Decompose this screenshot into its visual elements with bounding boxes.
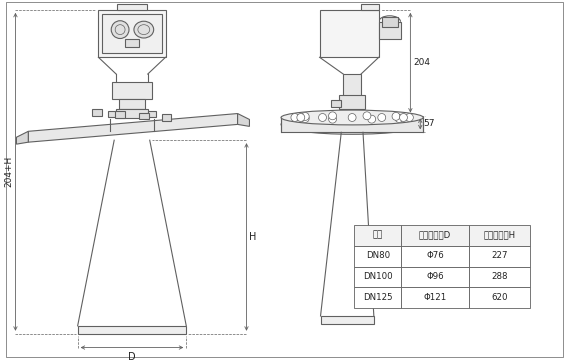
Circle shape <box>301 115 309 122</box>
Polygon shape <box>238 114 249 126</box>
Bar <box>402 225 469 246</box>
Circle shape <box>328 112 336 120</box>
Ellipse shape <box>281 115 423 134</box>
Bar <box>354 225 402 246</box>
Bar <box>343 74 361 99</box>
Text: 227: 227 <box>491 251 508 260</box>
Bar <box>117 4 147 10</box>
Bar <box>354 266 402 287</box>
Text: 204+H: 204+H <box>5 156 14 187</box>
Bar <box>119 99 145 108</box>
Text: 57: 57 <box>423 119 435 128</box>
Text: Φ76: Φ76 <box>426 251 444 260</box>
Bar <box>469 287 530 308</box>
Bar <box>102 14 162 53</box>
Circle shape <box>392 112 400 120</box>
Bar <box>320 10 379 57</box>
Bar <box>354 287 402 308</box>
Bar <box>148 111 156 116</box>
Bar <box>469 266 530 287</box>
Text: 620: 620 <box>491 293 508 302</box>
Text: 喇叭口高度H: 喇叭口高度H <box>483 230 516 240</box>
Circle shape <box>319 114 327 122</box>
Bar <box>469 225 530 246</box>
Bar <box>361 4 379 10</box>
Bar <box>331 100 341 107</box>
Bar <box>77 326 186 334</box>
Text: Φ96: Φ96 <box>426 272 444 281</box>
Circle shape <box>297 114 305 122</box>
Circle shape <box>348 114 356 122</box>
Circle shape <box>399 114 407 122</box>
Circle shape <box>363 112 371 120</box>
Bar <box>115 111 125 118</box>
Text: D: D <box>128 352 136 363</box>
Text: 204: 204 <box>413 58 430 67</box>
Bar <box>281 116 423 132</box>
Text: DN80: DN80 <box>366 251 390 260</box>
Circle shape <box>291 114 299 122</box>
Text: Φ121: Φ121 <box>423 293 447 302</box>
Text: DN125: DN125 <box>363 293 393 302</box>
Bar <box>382 17 398 27</box>
Circle shape <box>328 115 336 123</box>
Bar <box>93 109 102 116</box>
Bar <box>354 246 402 266</box>
Text: 288: 288 <box>491 272 508 281</box>
Circle shape <box>368 115 376 123</box>
Polygon shape <box>17 131 28 144</box>
Ellipse shape <box>281 110 423 125</box>
Circle shape <box>378 114 386 122</box>
Text: 法兰: 法兰 <box>373 230 383 240</box>
Bar <box>402 287 469 308</box>
Bar <box>162 114 171 121</box>
Polygon shape <box>28 114 238 142</box>
Bar <box>139 112 149 119</box>
Bar <box>469 246 530 266</box>
Circle shape <box>111 21 129 39</box>
Ellipse shape <box>134 21 154 38</box>
Bar <box>125 39 139 47</box>
Bar <box>402 266 469 287</box>
Text: H: H <box>249 232 257 242</box>
Bar <box>320 316 374 324</box>
Bar <box>339 95 365 108</box>
Text: 喇叭口直径D: 喇叭口直径D <box>419 230 451 240</box>
Bar <box>112 82 152 99</box>
Circle shape <box>301 112 309 120</box>
Circle shape <box>406 114 413 122</box>
Bar <box>98 10 166 57</box>
Bar <box>379 22 401 39</box>
Bar <box>116 108 148 118</box>
Bar <box>402 246 469 266</box>
Text: DN100: DN100 <box>363 272 393 281</box>
Circle shape <box>395 115 403 122</box>
Bar <box>108 111 116 116</box>
